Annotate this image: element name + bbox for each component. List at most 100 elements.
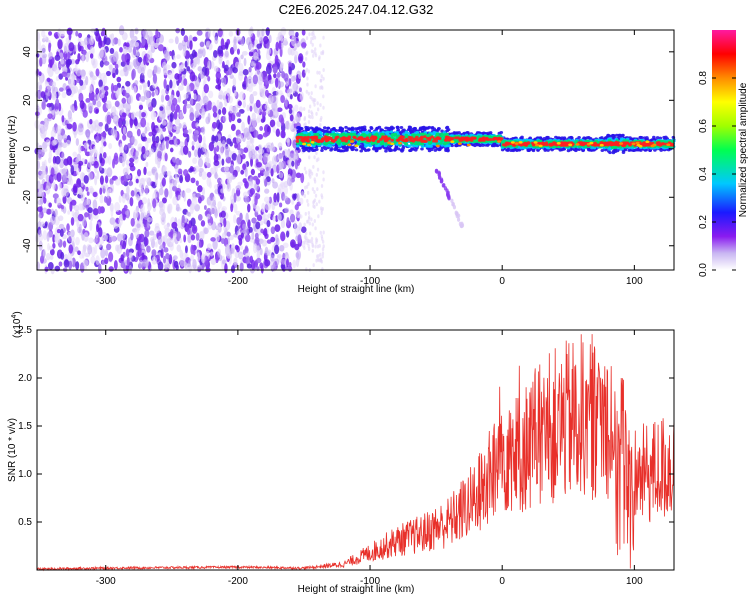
spectrogram-noise-mark: [62, 134, 68, 141]
spectrogram-noise-mark: [91, 246, 96, 258]
spectrogram-noise-mark: [198, 134, 203, 144]
spectrogram-noise-mark: [141, 197, 148, 205]
spectrogram-noise-mark: [122, 240, 127, 250]
spectrogram-noise-mark: [252, 221, 257, 232]
spectrogram-fade-mark: [307, 114, 311, 119]
spectrogram-noise-mark: [162, 166, 168, 172]
spectrogram-noise-mark: [144, 229, 150, 238]
spectrogram-noise-mark: [96, 170, 100, 180]
spectrogram-noise-mark: [249, 93, 254, 104]
spectrogram-noise-mark: [257, 173, 261, 178]
spectrogram-noise-mark: [56, 51, 60, 57]
spectrogram-noise-mark: [152, 42, 159, 48]
spectrogram-noise-mark: [278, 172, 284, 179]
spectrogram-noise-mark: [247, 203, 251, 213]
spectrogram-noise-mark: [203, 205, 207, 211]
spectrogram-noise-mark: [134, 27, 139, 35]
spectrogram-noise-mark: [264, 178, 268, 187]
spectrogram-noise-mark: [198, 171, 203, 177]
spectrogram-noise-mark: [233, 214, 237, 224]
spectrogram-band-mark: [652, 135, 656, 139]
spectrogram-noise-mark: [185, 188, 192, 194]
spectrogram-noise-mark: [157, 235, 163, 245]
spectrogram-noise-mark: [68, 31, 72, 41]
spectrogram-noise-mark: [100, 72, 107, 79]
spectrogram-noise-mark: [264, 89, 269, 97]
spectrogram-noise-mark: [103, 60, 110, 66]
spectrogram-band-mark: [364, 149, 368, 153]
spectrogram-noise-mark: [216, 222, 221, 230]
spectrogram-noise-mark: [114, 100, 120, 108]
spectrogram-band-mark: [322, 126, 327, 130]
spectrogram-noise-mark: [109, 47, 115, 55]
spectrogram-noise-mark: [251, 60, 256, 68]
spectrogram-noise-mark: [89, 220, 93, 232]
spectrogram-noise-mark: [287, 103, 293, 110]
spectrogram-noise-mark: [36, 160, 41, 170]
spectrogram-noise-mark: [151, 249, 157, 257]
spectrogram-noise-mark: [105, 188, 112, 194]
spectrogram-noise-mark: [188, 168, 194, 173]
spectrogram-noise-mark: [134, 79, 139, 86]
spectrogram-noise-mark: [147, 198, 151, 207]
spectrogram-noise-mark: [291, 160, 295, 167]
spectrogram-band-mark: [375, 126, 379, 130]
spectrogram-noise-mark: [176, 244, 182, 253]
spectrogram-noise-mark: [249, 105, 253, 112]
spectrogram-noise-mark: [54, 109, 59, 116]
spectrogram-noise-mark: [95, 32, 101, 42]
spectrogram-noise-mark: [121, 193, 126, 204]
spectrogram-noise-mark: [239, 262, 244, 272]
spectrogram-noise-mark: [159, 131, 164, 141]
spectrogram-noise-mark: [126, 256, 130, 267]
spectrogram-noise-mark: [144, 42, 149, 51]
spectrogram-noise-mark: [301, 29, 306, 36]
spectrogram-noise-mark: [69, 201, 73, 212]
spectrogram-noise-mark: [215, 84, 221, 90]
spectrogram-noise-mark: [168, 38, 174, 44]
spectrogram-noise-mark: [202, 142, 207, 153]
spectrogram-band-mark: [359, 149, 364, 153]
spectrogram-noise-mark: [237, 100, 242, 107]
spectrogram-noise-mark: [299, 56, 303, 62]
spectrogram-noise-mark: [72, 85, 79, 94]
spectrogram-noise-mark: [37, 180, 41, 189]
spectrogram-noise-mark: [230, 203, 234, 213]
spectrogram-fade-mark: [310, 171, 314, 176]
spectrogram-noise-mark: [170, 103, 176, 113]
spectrogram-noise-mark: [162, 197, 167, 204]
spectrogram-noise-mark: [210, 258, 217, 266]
spectrogram-noise-mark: [49, 248, 55, 256]
spectrogram-noise-mark: [126, 130, 133, 138]
spectrogram-noise-mark: [274, 54, 279, 66]
spectrogram-fade-mark: [318, 55, 321, 60]
spectrogram-fade-mark: [319, 230, 322, 235]
spectrogram-noise-mark: [218, 90, 224, 100]
spectrogram-noise-mark: [274, 224, 281, 233]
spectrogram-band-mark: [304, 125, 308, 129]
spectrogram-band-mark: [401, 129, 405, 133]
spectrogram-noise-mark: [249, 188, 255, 195]
spectrogram-noise-mark: [220, 188, 225, 194]
spectrogram-noise-mark: [52, 62, 58, 69]
spectrogram-noise-mark: [102, 151, 107, 159]
spectrogram-noise-mark: [242, 178, 247, 184]
spectrogram-fade-mark: [322, 170, 325, 175]
spectrogram-noise-mark: [156, 150, 162, 159]
spectrogram-noise-mark: [172, 55, 176, 61]
spectrogram-noise-mark: [300, 172, 305, 184]
spectrogram-noise-mark: [218, 55, 223, 62]
spectrogram-fade-mark: [318, 243, 321, 248]
spectrogram-noise-mark: [211, 121, 217, 129]
spectrogram-noise-mark: [85, 75, 89, 86]
spectrogram-noise-mark: [132, 46, 137, 56]
spectrogram-noise-mark: [56, 172, 62, 183]
spectrogram-fade-mark: [309, 239, 312, 244]
spectrogram-noise-mark: [99, 237, 105, 245]
spectrogram-noise-mark: [179, 257, 186, 267]
spectrogram-noise-mark: [240, 36, 245, 47]
spectrogram-noise-mark: [83, 37, 90, 45]
spectrogram-noise-mark: [183, 93, 189, 99]
spectrogram-noise-mark: [194, 149, 198, 158]
spectrogram-noise-mark: [270, 254, 275, 262]
